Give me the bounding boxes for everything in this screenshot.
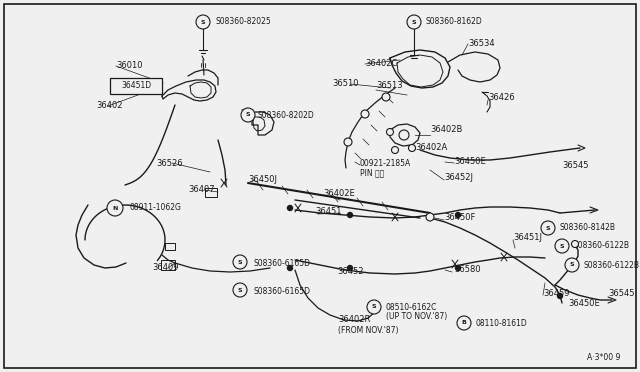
Circle shape: [196, 15, 210, 29]
Circle shape: [456, 266, 461, 270]
Text: 36010: 36010: [116, 61, 143, 71]
Circle shape: [361, 110, 369, 118]
FancyBboxPatch shape: [161, 260, 175, 270]
Circle shape: [557, 294, 563, 298]
Circle shape: [233, 283, 247, 297]
Text: 36450F: 36450F: [444, 214, 476, 222]
Text: 36534: 36534: [468, 39, 495, 48]
Text: 36510: 36510: [332, 80, 358, 89]
Circle shape: [382, 93, 390, 101]
Circle shape: [287, 266, 292, 270]
Circle shape: [233, 255, 247, 269]
Circle shape: [541, 221, 555, 235]
Circle shape: [387, 128, 394, 135]
Text: 36451J: 36451J: [513, 234, 542, 243]
Circle shape: [107, 200, 123, 216]
Text: S08360-6165D: S08360-6165D: [253, 260, 310, 269]
Circle shape: [367, 300, 381, 314]
Circle shape: [555, 239, 569, 253]
Text: S08360-8162D: S08360-8162D: [426, 17, 483, 26]
Text: S08360-8202D: S08360-8202D: [258, 112, 315, 121]
Text: S: S: [546, 225, 550, 231]
Circle shape: [348, 212, 353, 218]
Text: 08911-1062G: 08911-1062G: [129, 203, 181, 212]
Text: 36402C: 36402C: [365, 60, 397, 68]
Text: 36513: 36513: [376, 81, 403, 90]
Text: 36450J: 36450J: [248, 174, 277, 183]
Text: 36545: 36545: [608, 289, 634, 298]
Text: 36402B: 36402B: [430, 125, 462, 135]
Text: A·3*00 9: A·3*00 9: [587, 353, 620, 362]
Text: 36426: 36426: [488, 93, 515, 103]
Circle shape: [572, 241, 579, 247]
Text: 36402A: 36402A: [415, 142, 447, 151]
Text: 36452J: 36452J: [444, 173, 473, 183]
Text: N: N: [112, 205, 118, 211]
Circle shape: [287, 205, 292, 211]
Text: S: S: [412, 19, 416, 25]
Text: 36451D: 36451D: [121, 81, 151, 90]
Text: 36402: 36402: [96, 102, 122, 110]
Text: 36450E: 36450E: [568, 298, 600, 308]
Text: S: S: [237, 288, 243, 292]
Text: 36451: 36451: [315, 208, 342, 217]
Circle shape: [457, 316, 471, 330]
Circle shape: [241, 108, 255, 122]
FancyBboxPatch shape: [205, 188, 217, 197]
Circle shape: [456, 212, 461, 218]
Text: PIN ピン: PIN ピン: [360, 169, 384, 177]
Text: 36407: 36407: [188, 186, 214, 195]
Text: (FROM NOV.'87): (FROM NOV.'87): [338, 326, 399, 334]
Text: 36402R: 36402R: [338, 314, 371, 324]
Text: S: S: [237, 260, 243, 264]
Circle shape: [399, 130, 409, 140]
Text: S08360-6165D: S08360-6165D: [253, 288, 310, 296]
Text: 36450E: 36450E: [454, 157, 486, 167]
FancyBboxPatch shape: [110, 78, 162, 94]
FancyBboxPatch shape: [165, 243, 175, 250]
Circle shape: [348, 266, 353, 270]
Text: 36459: 36459: [543, 289, 570, 298]
Text: S: S: [570, 263, 574, 267]
Text: S08360-6122B: S08360-6122B: [584, 260, 640, 269]
Text: S: S: [372, 305, 376, 310]
Text: (UP TO NOV.'87): (UP TO NOV.'87): [386, 312, 447, 321]
Text: S: S: [246, 112, 250, 118]
Text: S: S: [201, 19, 205, 25]
Text: 08110-8161D: 08110-8161D: [476, 318, 528, 327]
Circle shape: [407, 15, 421, 29]
Circle shape: [426, 213, 434, 221]
Text: 00921-2185A: 00921-2185A: [360, 158, 412, 167]
Text: 36545: 36545: [562, 160, 589, 170]
Circle shape: [408, 144, 415, 151]
Text: S: S: [560, 244, 564, 248]
Text: S08360-8142B: S08360-8142B: [560, 224, 616, 232]
Text: B: B: [461, 321, 467, 326]
Text: 36409: 36409: [152, 263, 179, 273]
Circle shape: [392, 147, 399, 154]
Text: 08510-6162C: 08510-6162C: [386, 302, 437, 311]
Circle shape: [565, 258, 579, 272]
Text: S08360-6122B: S08360-6122B: [574, 241, 630, 250]
Text: 36402E: 36402E: [323, 189, 355, 198]
Text: 36580: 36580: [454, 266, 481, 275]
Text: S08360-82025: S08360-82025: [215, 17, 271, 26]
Circle shape: [344, 138, 352, 146]
Text: 36452: 36452: [337, 267, 364, 276]
Text: 36526: 36526: [156, 158, 182, 167]
